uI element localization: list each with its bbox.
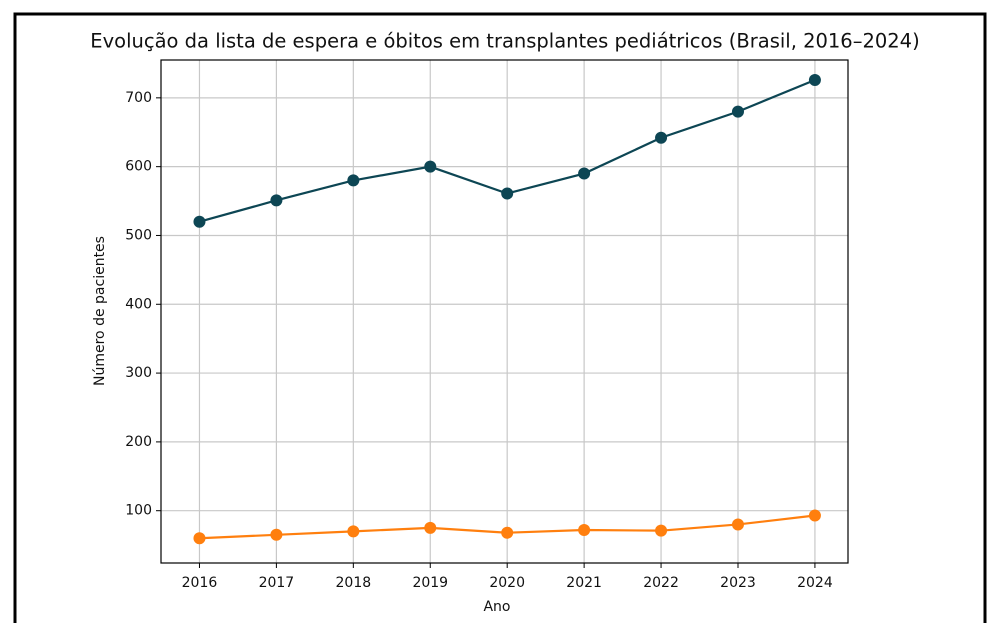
y-tick-label: 500 bbox=[125, 227, 152, 243]
point bbox=[424, 521, 437, 534]
point bbox=[731, 518, 744, 531]
point bbox=[578, 523, 591, 536]
x-axis-label: Ano bbox=[483, 599, 510, 615]
point bbox=[193, 215, 206, 228]
y-axis-label: Número de pacientes bbox=[92, 236, 108, 386]
point bbox=[193, 532, 206, 545]
plot-frame bbox=[160, 59, 849, 564]
x-tick-label: 2023 bbox=[720, 575, 756, 591]
x-tick-label: 2016 bbox=[182, 575, 218, 591]
point bbox=[731, 105, 744, 118]
x-tick-label: 2019 bbox=[412, 575, 448, 591]
x-tick-label: 2017 bbox=[259, 575, 295, 591]
x-tick-label: 2022 bbox=[643, 575, 679, 591]
point bbox=[808, 509, 821, 522]
x-tick-label: 2020 bbox=[489, 575, 525, 591]
point bbox=[424, 160, 437, 173]
point bbox=[270, 194, 283, 207]
y-tick-label: 700 bbox=[125, 90, 152, 106]
point bbox=[347, 174, 360, 187]
y-tick-label: 400 bbox=[125, 296, 152, 312]
y-tick-label: 600 bbox=[125, 159, 152, 175]
y-tick-label: 100 bbox=[125, 503, 152, 519]
point bbox=[501, 526, 514, 539]
point bbox=[270, 528, 283, 541]
frame bbox=[13, 12, 987, 623]
chart-title: Evolução da lista de espera e óbitos em … bbox=[90, 30, 919, 53]
point bbox=[501, 187, 514, 200]
point bbox=[808, 73, 821, 86]
y-tick-label: 300 bbox=[125, 365, 152, 381]
x-tick-label: 2024 bbox=[797, 575, 833, 591]
point bbox=[655, 131, 668, 144]
point bbox=[578, 167, 591, 180]
y-tick-label: 200 bbox=[125, 434, 152, 450]
point bbox=[655, 524, 668, 537]
x-tick-label: 2018 bbox=[336, 575, 372, 591]
point bbox=[347, 525, 360, 538]
x-tick-label: 2021 bbox=[566, 575, 602, 591]
